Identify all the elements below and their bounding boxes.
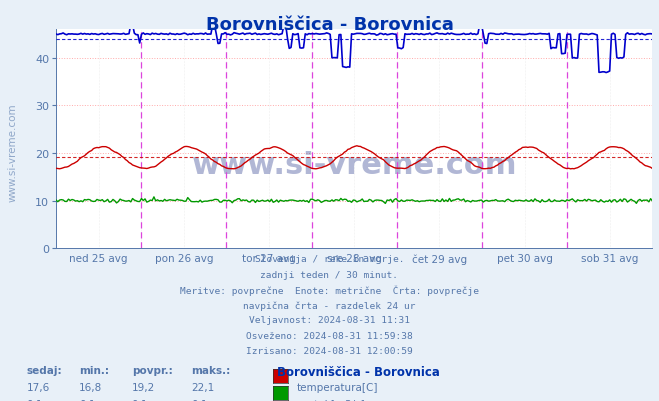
- Text: Borovniščica - Borovnica: Borovniščica - Borovnica: [206, 16, 453, 34]
- Text: Meritve: povprečne  Enote: metrične  Črta: povprečje: Meritve: povprečne Enote: metrične Črta:…: [180, 285, 479, 296]
- Text: Borovniščica - Borovnica: Borovniščica - Borovnica: [277, 365, 440, 378]
- Text: Osveženo: 2024-08-31 11:59:38: Osveženo: 2024-08-31 11:59:38: [246, 331, 413, 340]
- Text: 17,6: 17,6: [26, 382, 49, 392]
- Text: temperatura[C]: temperatura[C]: [297, 382, 378, 392]
- Text: 0,1: 0,1: [191, 399, 208, 401]
- Text: 19,2: 19,2: [132, 382, 155, 392]
- Text: Veljavnost: 2024-08-31 11:31: Veljavnost: 2024-08-31 11:31: [249, 316, 410, 324]
- Text: zadnji teden / 30 minut.: zadnji teden / 30 minut.: [260, 270, 399, 279]
- Text: www.si-vreme.com: www.si-vreme.com: [8, 103, 18, 202]
- Text: povpr.:: povpr.:: [132, 365, 173, 375]
- Text: pretok[m3/s]: pretok[m3/s]: [297, 399, 364, 401]
- Text: maks.:: maks.:: [191, 365, 231, 375]
- Text: www.si-vreme.com: www.si-vreme.com: [192, 151, 517, 180]
- Text: 16,8: 16,8: [79, 382, 102, 392]
- Text: min.:: min.:: [79, 365, 109, 375]
- Text: sedaj:: sedaj:: [26, 365, 62, 375]
- Text: Slovenija / reke in morje.: Slovenija / reke in morje.: [255, 255, 404, 263]
- Text: 0,1: 0,1: [26, 399, 43, 401]
- Text: 22,1: 22,1: [191, 382, 214, 392]
- Text: 0,1: 0,1: [79, 399, 96, 401]
- Text: Izrisano: 2024-08-31 12:00:59: Izrisano: 2024-08-31 12:00:59: [246, 346, 413, 355]
- Text: 0,1: 0,1: [132, 399, 148, 401]
- Text: navpična črta - razdelek 24 ur: navpična črta - razdelek 24 ur: [243, 300, 416, 310]
